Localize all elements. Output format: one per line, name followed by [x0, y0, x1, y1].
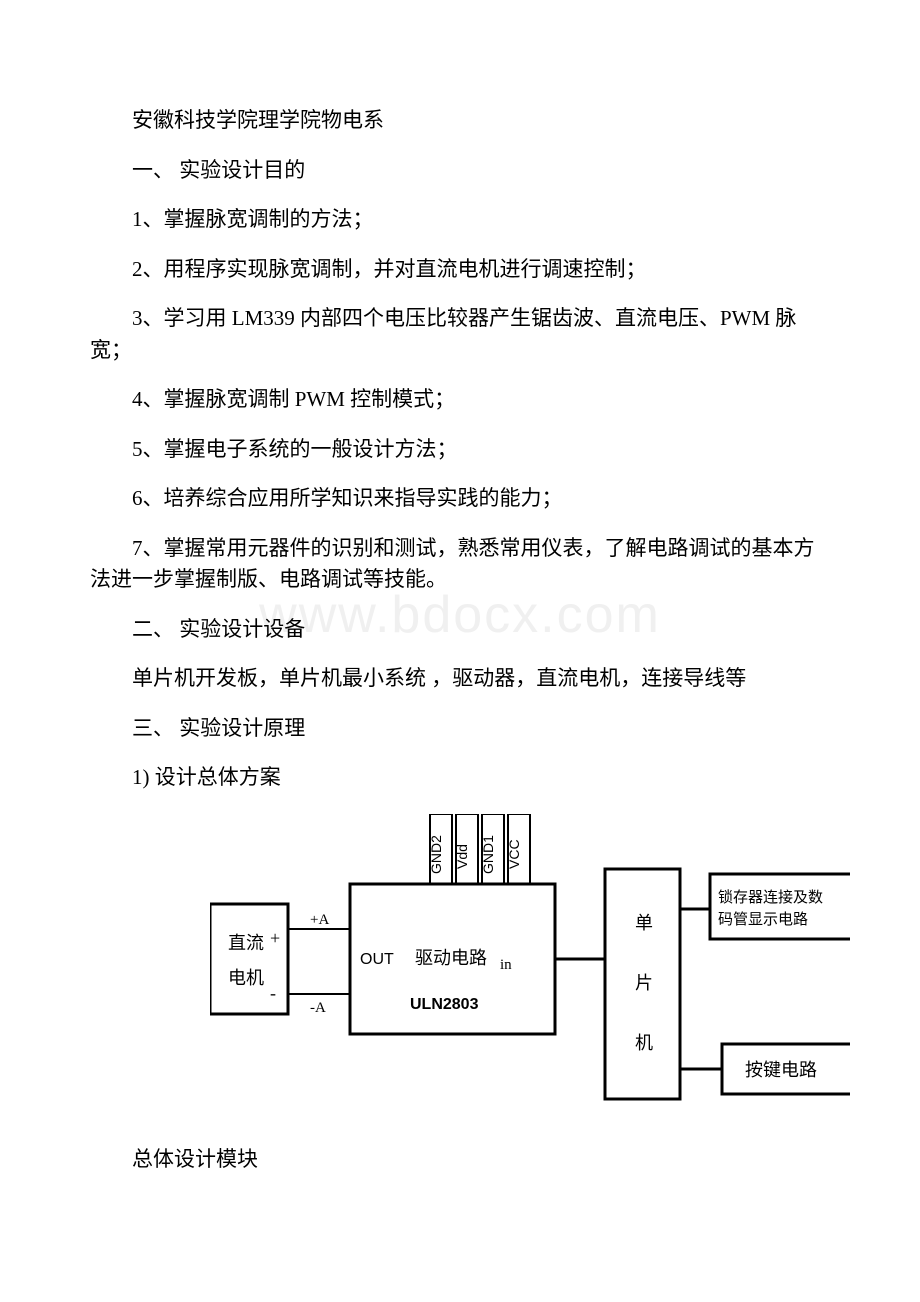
mcu-c2: 片 [635, 973, 653, 993]
diagram-caption: 总体设计模块 [90, 1144, 830, 1176]
document-content: 安徽科技学院理学院物电系 一、 实验设计目的 1、掌握脉宽调制的方法； 2、用程… [90, 105, 830, 1175]
s1-item-1: 1、掌握脉宽调制的方法； [90, 204, 830, 236]
out2-label: 按键电路 [745, 1060, 817, 1080]
s1-item-5: 5、掌握电子系统的一般设计方法； [90, 434, 830, 466]
driver-label: 驱动电路 [415, 948, 487, 968]
section-1-title: 一、 实验设计目的 [90, 155, 830, 187]
motor-label-2: 电机 [228, 968, 264, 988]
section-3-title: 三、 实验设计原理 [90, 713, 830, 745]
motor-label-1: 直流 [228, 933, 264, 953]
in-label: in [500, 957, 512, 973]
s1-item-6: 6、培养综合应用所学知识来指导实践的能力； [90, 483, 830, 515]
out-label: OUT [360, 951, 394, 968]
institution-header: 安徽科技学院理学院物电系 [90, 105, 830, 137]
mcu-c1: 单 [635, 913, 653, 933]
s1-item-7: 7、掌握常用元器件的识别和测试，熟悉常用仪表，了解电路调试的基本方法进一步掌握制… [90, 533, 830, 596]
svg-text:GND2: GND2 [428, 834, 444, 873]
plus-a-label: +A [310, 912, 329, 928]
mcu-c3: 机 [635, 1033, 653, 1053]
svg-text:VCC: VCC [506, 839, 522, 869]
minus-a-label: -A [310, 1000, 326, 1016]
s3-sub: 1) 设计总体方案 [90, 762, 830, 794]
out1-line2: 码管显示电路 [718, 911, 808, 928]
out1-line1: 锁存器连接及数 [718, 889, 823, 906]
s1-item-4: 4、掌握脉宽调制 PWM 控制模式； [90, 384, 830, 416]
section-2-title: 二、 实验设计设备 [90, 614, 830, 646]
s1-item-3: 3、学习用 LM339 内部四个电压比较器产生锯齿波、直流电压、PWM 脉宽； [90, 303, 830, 366]
svg-text:Vdd: Vdd [454, 844, 470, 869]
chip-label: ULN2803 [410, 996, 479, 1013]
s1-item-2: 2、用程序实现脉宽调制，并对直流电机进行调速控制； [90, 254, 830, 286]
s2-body: 单片机开发板，单片机最小系统 ，驱动器，直流电机，连接导线等 [90, 663, 830, 695]
block-diagram: GND2 Vdd GND1 VCC 直流 电机 + - +A -A OUT 驱动… [210, 814, 830, 1114]
svg-text:GND1: GND1 [480, 834, 496, 873]
motor-plus: + [270, 928, 280, 948]
motor-minus: - [270, 983, 276, 1003]
